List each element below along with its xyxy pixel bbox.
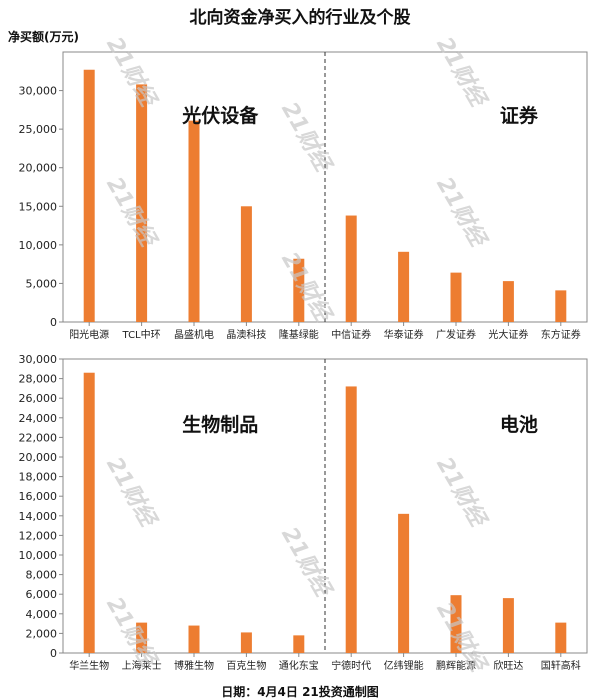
y-tick-label: 25,000 bbox=[19, 123, 58, 136]
bar bbox=[555, 290, 567, 322]
x-tick-label: 上海莱士 bbox=[122, 659, 162, 672]
x-tick-label: 晶澳科技 bbox=[226, 328, 266, 341]
x-tick-label: 广发证券 bbox=[436, 328, 476, 341]
y-tick-label: 24,000 bbox=[19, 412, 58, 425]
x-tick-label: 华兰生物 bbox=[69, 659, 109, 672]
x-tick-label: 隆基绿能 bbox=[279, 328, 319, 341]
y-tick-label: 5,000 bbox=[26, 277, 58, 290]
group-label: 电池 bbox=[500, 413, 538, 436]
bar bbox=[450, 595, 462, 653]
x-tick-label: 东方证券 bbox=[541, 328, 581, 341]
watermark: 21财经 bbox=[101, 33, 162, 113]
y-tick-label: 0 bbox=[50, 316, 57, 329]
group-label: 证券 bbox=[500, 104, 539, 127]
y-unit-label: 净买额(万元) bbox=[8, 30, 79, 44]
bar bbox=[293, 258, 305, 322]
x-tick-label: 宁德时代 bbox=[331, 659, 371, 672]
x-tick-label: 中信证券 bbox=[331, 328, 371, 341]
x-tick-label: TCL中环 bbox=[122, 328, 161, 341]
y-tick-label: 10,000 bbox=[19, 239, 58, 252]
watermark: 21财经 bbox=[276, 523, 337, 603]
bar bbox=[450, 272, 462, 322]
y-tick-label: 16,000 bbox=[19, 490, 58, 503]
y-tick-label: 2,000 bbox=[26, 627, 58, 640]
y-tick-label: 0 bbox=[50, 647, 57, 660]
bar bbox=[502, 598, 514, 653]
bar bbox=[502, 281, 514, 322]
group-label: 生物制品 bbox=[182, 413, 258, 436]
bar bbox=[136, 622, 148, 653]
bar bbox=[398, 251, 410, 322]
bar bbox=[240, 632, 252, 653]
y-tick-label: 22,000 bbox=[19, 431, 58, 444]
bar bbox=[83, 69, 95, 322]
y-tick-label: 8,000 bbox=[26, 569, 58, 582]
y-tick-label: 18,000 bbox=[19, 471, 58, 484]
x-tick-label: 亿纬锂能 bbox=[384, 659, 424, 672]
x-tick-label: 阳光电源 bbox=[69, 328, 109, 341]
page-title: 北向资金净买入的行业及个股 bbox=[189, 8, 411, 28]
watermark: 21财经 bbox=[101, 173, 162, 253]
y-tick-label: 28,000 bbox=[19, 373, 58, 386]
x-tick-label: 晶盛机电 bbox=[174, 328, 214, 341]
y-tick-label: 30,000 bbox=[19, 353, 58, 366]
bar bbox=[136, 84, 148, 323]
x-tick-label: 华泰证券 bbox=[384, 328, 424, 341]
y-tick-label: 30,000 bbox=[19, 85, 58, 98]
y-tick-label: 10,000 bbox=[19, 549, 58, 562]
x-tick-label: 光大证券 bbox=[488, 328, 528, 341]
y-tick-label: 14,000 bbox=[19, 510, 58, 523]
x-tick-label: 百克生物 bbox=[226, 659, 266, 672]
watermark: 21财经 bbox=[431, 453, 492, 533]
bar bbox=[188, 625, 200, 653]
bar bbox=[293, 635, 305, 653]
y-tick-label: 6,000 bbox=[26, 588, 58, 601]
watermark: 21财经 bbox=[276, 98, 337, 178]
x-tick-label: 博雅生物 bbox=[174, 659, 214, 672]
bar bbox=[345, 215, 357, 322]
x-tick-label: 国轩高科 bbox=[541, 659, 581, 672]
y-tick-label: 20,000 bbox=[19, 451, 58, 464]
y-tick-label: 26,000 bbox=[19, 392, 58, 405]
y-tick-label: 15,000 bbox=[19, 200, 58, 213]
bar bbox=[398, 513, 410, 653]
x-tick-label: 欣旺达 bbox=[493, 659, 523, 672]
bar bbox=[555, 622, 567, 653]
bar bbox=[188, 120, 200, 323]
bar bbox=[345, 386, 357, 653]
bar bbox=[83, 372, 95, 653]
y-tick-label: 4,000 bbox=[26, 608, 58, 621]
footer-note: 日期：4月4日 21投资通制图 bbox=[221, 685, 379, 699]
watermark: 21财经 bbox=[276, 248, 337, 328]
watermark: 21财经 bbox=[431, 173, 492, 253]
bar bbox=[240, 206, 252, 322]
group-label: 光伏设备 bbox=[181, 104, 259, 127]
y-tick-label: 20,000 bbox=[19, 162, 58, 175]
watermark: 21财经 bbox=[431, 33, 492, 113]
y-tick-label: 12,000 bbox=[19, 529, 58, 542]
x-tick-label: 通化东宝 bbox=[279, 659, 319, 672]
x-tick-label: 鹏辉能源 bbox=[436, 659, 476, 672]
watermark: 21财经 bbox=[101, 453, 162, 533]
